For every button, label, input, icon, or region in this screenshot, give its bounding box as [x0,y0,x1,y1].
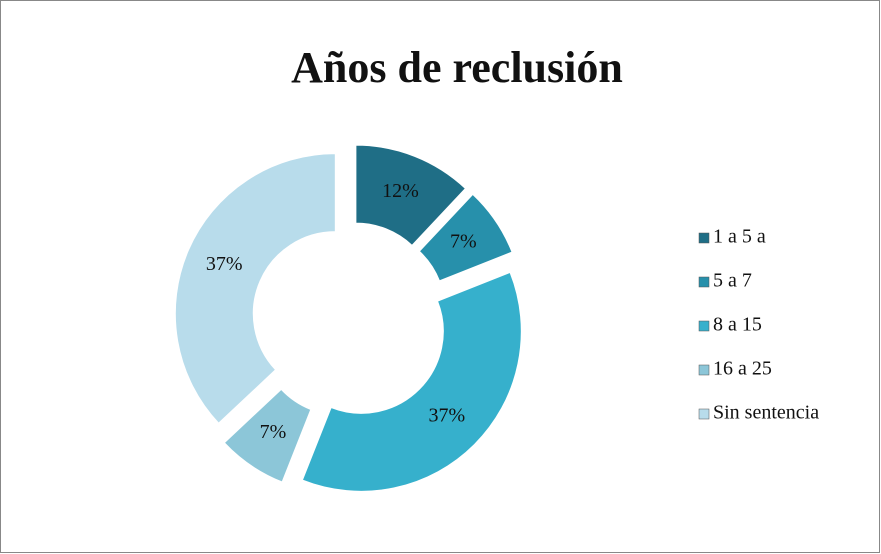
doughnut-segment [355,144,467,247]
legend-swatch [698,364,710,376]
data-label: 7% [260,421,287,443]
legend-swatch [698,408,710,420]
legend-label: 5 a 7 [713,270,752,292]
legend-swatch [698,232,710,244]
legend-label: Sin sentencia [713,402,819,424]
doughnut-segment [418,193,513,282]
legend-swatch [698,276,710,288]
data-label: 7% [450,231,477,253]
legend-label: 1 a 5 a [713,226,766,248]
data-label: 37% [429,404,466,426]
doughnut-segment [301,271,522,492]
data-label: 12% [382,180,419,202]
chart-title: Años de reclusión [291,43,623,92]
doughnut-segment [223,388,312,483]
legend-swatch [698,320,710,332]
doughnut-segment [174,153,336,424]
data-label: 37% [206,253,243,275]
legend-label: 8 a 15 [713,314,762,336]
legend-label: 16 a 25 [713,358,772,380]
